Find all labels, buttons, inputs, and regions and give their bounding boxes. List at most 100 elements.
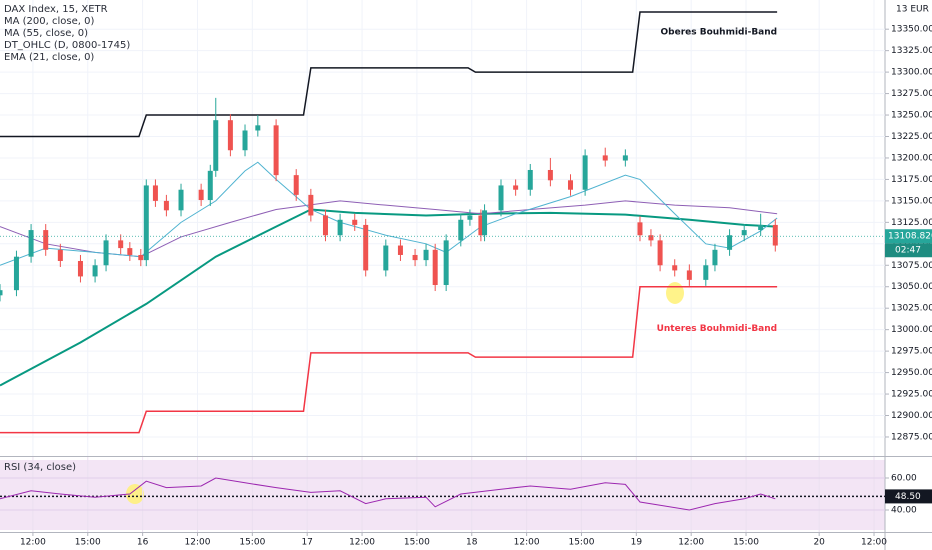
annotation: Oberes Bouhmidi-Band: [661, 28, 778, 38]
candle-body: [363, 224, 369, 271]
candle-body: [432, 249, 438, 286]
candle-body: [741, 230, 747, 236]
candle-body: [458, 219, 464, 241]
candle-body: [0, 290, 3, 296]
candle-body: [637, 222, 643, 236]
y-tick-label: 13250.00: [891, 111, 932, 121]
level-label-box: [885, 489, 932, 504]
candle-body: [467, 215, 473, 220]
x-tick-label: 15:00: [568, 538, 594, 548]
level-label: 48.50: [895, 492, 921, 502]
rsi-line: [0, 477, 776, 511]
candle-body: [567, 180, 573, 190]
grid: [0, 0, 885, 532]
candle-body: [178, 189, 184, 211]
candle-body: [103, 240, 109, 266]
candle-body: [28, 230, 34, 257]
x-tick-label: 18: [466, 538, 478, 548]
highlight: [126, 484, 144, 504]
indicator-line: [0, 285, 778, 434]
y-tick-label: 12950.00: [891, 368, 932, 378]
x-tick-label: 15:00: [733, 538, 759, 548]
y-tick-label: 13350.00: [891, 25, 932, 35]
y-tick-label: 13225.00: [891, 132, 932, 142]
candle-body: [273, 125, 279, 176]
candle-body: [198, 189, 204, 201]
candle-body: [672, 265, 678, 271]
legend-entry: DT_OHLC (D, 0800-1745): [4, 40, 130, 51]
candle-body: [118, 240, 124, 249]
candle-body: [293, 175, 299, 195]
x-tick-label: 12:00: [185, 538, 211, 548]
y-tick-label: 12925.00: [891, 390, 932, 400]
candle-body: [207, 170, 213, 201]
highlight: [666, 282, 684, 304]
candle-body: [758, 224, 764, 231]
candle-body: [383, 245, 389, 271]
y-tick-label: 13300.00: [891, 68, 932, 78]
y-tick-label: 13175.00: [891, 175, 932, 185]
candle-body: [657, 240, 663, 266]
x-tick-label: 15:00: [239, 538, 265, 548]
candle-body: [412, 254, 418, 261]
candle-body: [622, 155, 628, 161]
x-tick-label: 19: [631, 538, 643, 548]
x-tick-label: 15:00: [404, 538, 430, 548]
price-label-box: [885, 229, 932, 244]
indicator-line: [0, 208, 778, 387]
countdown: 02:47: [895, 246, 921, 256]
candle-body: [255, 125, 261, 131]
candle-body: [213, 120, 219, 171]
y-tick-label: 13025.00: [891, 304, 932, 314]
y-tick-label: 40.00: [891, 506, 917, 516]
unit-label: 13 EUR: [896, 5, 929, 15]
candle-body: [138, 254, 144, 261]
candle-body: [227, 120, 233, 151]
y-tick-label: 12975.00: [891, 347, 932, 357]
candle-body: [143, 185, 149, 261]
candle-body: [77, 260, 83, 277]
candle-body: [163, 200, 169, 211]
candle-body: [57, 249, 63, 261]
price-label: 13108.820: [888, 232, 932, 242]
y-tick-label: 60.00: [891, 474, 917, 484]
candle-body: [443, 240, 449, 286]
legend-entry: MA (55, close, 0): [4, 28, 88, 39]
x-tick-label: 16: [137, 538, 149, 548]
countdown-box: [885, 243, 932, 258]
y-tick-label: 12875.00: [891, 432, 932, 442]
candle-body: [527, 169, 533, 190]
candle-body: [703, 265, 709, 280]
candle-body: [582, 155, 588, 190]
candle-body: [242, 130, 248, 151]
y-tick-label: 12900.00: [891, 411, 932, 421]
y-tick-label: 13150.00: [891, 196, 932, 206]
candle-body: [322, 215, 328, 236]
candle-body: [423, 249, 429, 261]
x-tick-label: 12:00: [349, 538, 375, 548]
rsi-title: RSI (34, close): [4, 462, 76, 473]
candle-body: [127, 248, 133, 255]
x-tick-label: 17: [301, 538, 312, 548]
candle-body: [352, 219, 358, 225]
y-tick-label: 13325.00: [891, 46, 932, 56]
y-tick-label: 13050.00: [891, 282, 932, 292]
candle-body: [547, 169, 553, 181]
indicator-line: [0, 11, 778, 138]
annotation: Unteres Bouhmidi-Band: [657, 324, 778, 334]
candle-body: [13, 256, 19, 291]
candle-body: [92, 265, 98, 277]
x-tick-label: 15:00: [75, 538, 101, 548]
y-tick-label: 13200.00: [891, 153, 932, 163]
x-tick-label: 12:00: [20, 538, 46, 548]
legend-entry: MA (200, close, 0): [4, 16, 94, 27]
indicator-line: [0, 161, 778, 266]
candle-body: [513, 185, 519, 190]
candle-body: [397, 245, 403, 255]
chart-title: DAX Index, 15, XETR: [4, 4, 108, 15]
candle-body: [152, 185, 158, 201]
candle-body: [478, 215, 484, 236]
rsi-band: [0, 460, 885, 530]
y-tick-label: 13000.00: [891, 325, 932, 335]
candle-body: [337, 219, 343, 236]
